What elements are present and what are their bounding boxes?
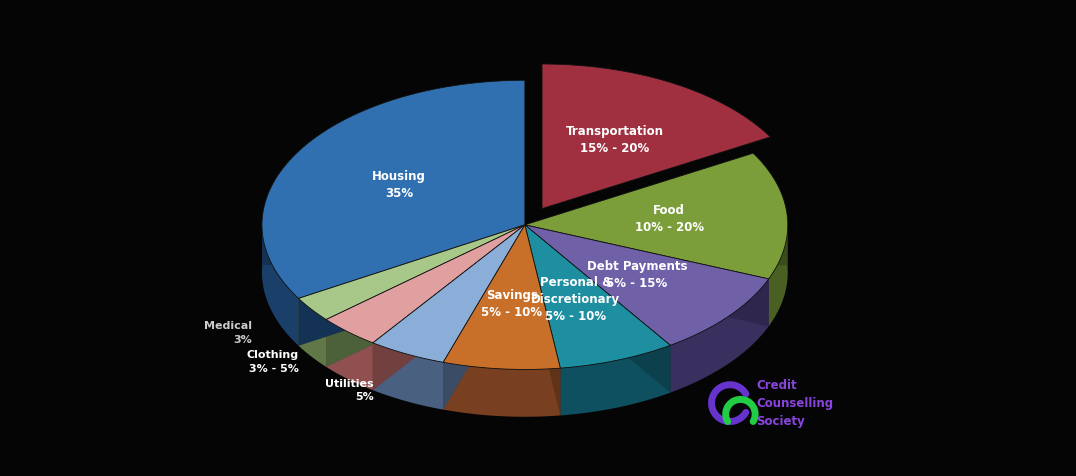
Text: Housing
35%: Housing 35% [372, 170, 426, 200]
Polygon shape [443, 272, 525, 410]
Polygon shape [670, 279, 768, 393]
Text: Transportation
15% - 20%: Transportation 15% - 20% [566, 125, 664, 155]
Polygon shape [525, 272, 670, 393]
Polygon shape [326, 225, 525, 343]
Polygon shape [298, 272, 525, 346]
Polygon shape [373, 343, 443, 410]
Polygon shape [525, 153, 788, 279]
Polygon shape [261, 218, 298, 346]
Polygon shape [443, 272, 525, 410]
Polygon shape [525, 272, 561, 416]
Polygon shape [443, 225, 561, 369]
Text: Credit
Counselling
Society: Credit Counselling Society [756, 379, 833, 428]
Text: Savings
5% - 10%: Savings 5% - 10% [481, 289, 542, 319]
Polygon shape [326, 319, 373, 390]
Polygon shape [261, 80, 525, 298]
Polygon shape [373, 225, 525, 362]
Text: Personal &
Discretionary
5% - 10%: Personal & Discretionary 5% - 10% [532, 276, 621, 323]
Text: Clothing
3% - 5%: Clothing 3% - 5% [246, 350, 299, 374]
Polygon shape [525, 218, 788, 272]
Polygon shape [525, 225, 768, 345]
Polygon shape [298, 272, 525, 346]
Polygon shape [326, 272, 525, 367]
Polygon shape [373, 272, 525, 390]
Polygon shape [542, 64, 770, 208]
Polygon shape [263, 218, 525, 272]
Polygon shape [525, 272, 768, 326]
Text: Utilities
5%: Utilities 5% [325, 378, 373, 402]
Polygon shape [768, 218, 788, 326]
Polygon shape [525, 272, 768, 326]
Polygon shape [561, 345, 670, 416]
Text: Medical
3%: Medical 3% [203, 321, 252, 345]
Text: Debt Payments
5% - 15%: Debt Payments 5% - 15% [586, 260, 688, 290]
Polygon shape [525, 272, 670, 393]
Polygon shape [443, 362, 561, 417]
Polygon shape [525, 225, 670, 368]
Polygon shape [298, 298, 326, 367]
Polygon shape [525, 272, 561, 416]
Text: Food
10% - 20%: Food 10% - 20% [635, 205, 704, 235]
Polygon shape [326, 272, 525, 367]
Polygon shape [298, 225, 525, 319]
Polygon shape [373, 272, 525, 390]
